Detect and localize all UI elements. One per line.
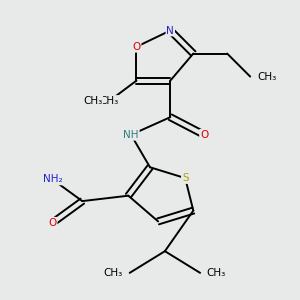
Text: NH₂: NH₂ — [43, 174, 62, 184]
Text: S: S — [182, 173, 188, 183]
Text: CH₃: CH₃ — [207, 268, 226, 278]
Text: O: O — [132, 42, 141, 52]
Text: O: O — [200, 130, 208, 140]
Text: CH₃: CH₃ — [83, 96, 103, 106]
Text: O: O — [48, 218, 57, 228]
Text: NH: NH — [123, 130, 139, 140]
Text: CH₃: CH₃ — [257, 72, 276, 82]
Text: CH₃: CH₃ — [100, 96, 119, 106]
Text: N: N — [167, 26, 174, 35]
Text: CH₃: CH₃ — [104, 268, 123, 278]
